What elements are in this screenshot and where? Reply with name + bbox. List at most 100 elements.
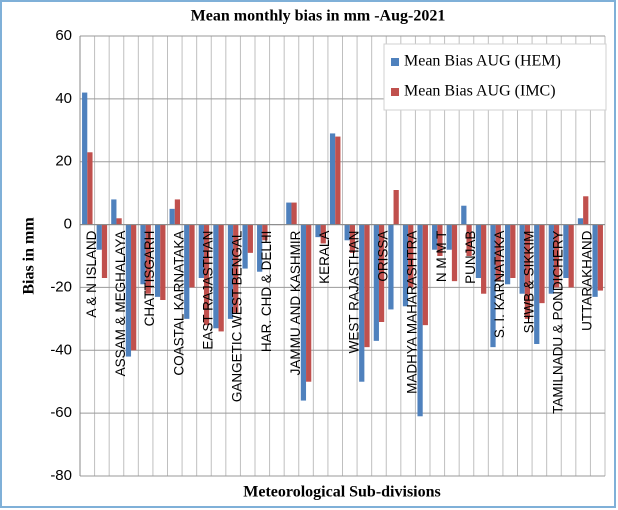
y-tick-label: -80 xyxy=(50,467,72,484)
bar xyxy=(300,224,307,401)
bar xyxy=(490,224,496,348)
bar xyxy=(291,202,297,225)
bar xyxy=(262,224,268,241)
legend: Mean Bias AUG (HEM) Mean Bias AUG (IMC) xyxy=(383,43,607,111)
bar xyxy=(563,224,569,278)
bar xyxy=(306,224,312,382)
x-tick-label: JAMMU AND KASHMIR xyxy=(288,230,303,375)
bar xyxy=(577,218,584,225)
y-axis-title: Bias in mm xyxy=(21,217,38,295)
bar xyxy=(349,224,356,253)
x-tick-label: UTTARAKHAND xyxy=(580,230,595,331)
bar xyxy=(495,224,501,282)
bar xyxy=(198,224,204,278)
bar xyxy=(359,224,365,382)
bar xyxy=(96,224,102,250)
bar xyxy=(378,224,385,322)
bar xyxy=(125,224,132,357)
y-tick-label: 40 xyxy=(55,90,72,107)
x-tick-label: GANGETIC WEST BENGAL xyxy=(230,230,245,402)
bar xyxy=(242,224,248,269)
y-tick-label: -60 xyxy=(50,404,72,421)
bar xyxy=(184,224,190,319)
bar xyxy=(519,224,525,294)
bar xyxy=(344,224,350,241)
bar xyxy=(116,218,122,225)
x-tick-label: ORISSA xyxy=(376,231,391,282)
bar xyxy=(213,224,219,329)
bar xyxy=(189,224,195,288)
legend-swatch xyxy=(391,88,399,96)
bar xyxy=(329,133,336,225)
bar xyxy=(583,196,589,225)
legend-label: Mean Bias AUG (HEM) xyxy=(404,53,561,70)
bar xyxy=(388,224,394,310)
bar xyxy=(481,224,487,294)
bar xyxy=(597,224,603,291)
y-tick-label: 20 xyxy=(55,153,72,170)
bar xyxy=(461,205,467,225)
bar xyxy=(402,224,409,307)
legend-label: Mean Bias AUG (IMC) xyxy=(404,83,556,100)
x-tick-label: S. I. KARNATAKA xyxy=(492,231,507,339)
legend-swatch xyxy=(391,58,399,66)
bar xyxy=(218,224,224,332)
bar xyxy=(451,224,458,282)
bar xyxy=(203,224,210,326)
bar xyxy=(87,152,93,225)
bar xyxy=(504,224,511,285)
x-tick-label: N M M T xyxy=(434,231,449,282)
bar xyxy=(227,224,234,319)
legend-box xyxy=(383,43,607,111)
bar xyxy=(592,224,598,297)
bar xyxy=(364,224,370,348)
bar xyxy=(131,224,137,351)
bar xyxy=(82,92,88,225)
bar xyxy=(568,224,574,288)
bar xyxy=(145,224,151,294)
x-axis-title: Meteorological Sub-divisions xyxy=(243,484,441,501)
bar xyxy=(160,224,166,300)
bar xyxy=(247,224,253,253)
bar xyxy=(169,208,175,225)
bar xyxy=(408,224,414,288)
x-tick-label: SHWB & SIKKIM xyxy=(521,231,536,334)
x-tick-label: EAST RAJASTHAN xyxy=(201,231,216,350)
bar xyxy=(111,199,117,225)
bar xyxy=(101,224,108,278)
bar xyxy=(233,224,239,313)
bar xyxy=(534,224,540,344)
y-tick-label: -40 xyxy=(50,341,72,358)
bar xyxy=(335,136,341,225)
bar xyxy=(140,224,146,285)
bar xyxy=(437,224,443,256)
bar xyxy=(553,224,560,288)
bar xyxy=(154,224,161,297)
bar xyxy=(510,224,516,278)
x-tick-label: PUNJAB xyxy=(463,231,478,284)
x-tick-label: COASTAL KARNATAKA xyxy=(171,231,186,376)
bar xyxy=(548,224,554,294)
x-tick-label: A & N ISLAND xyxy=(84,230,99,317)
bar xyxy=(417,224,423,417)
x-tick-label: HAR. CHD & DELHI xyxy=(259,231,274,353)
bar xyxy=(466,224,472,256)
bar xyxy=(373,224,379,341)
bar xyxy=(257,224,263,272)
bar xyxy=(539,224,545,304)
y-tick-label: -20 xyxy=(50,278,72,295)
x-tick-label: TAMILNADU & PONDICHERY xyxy=(551,231,566,414)
bar xyxy=(524,224,531,319)
y-tick-label: 0 xyxy=(64,216,72,233)
x-tick-label: MADHYA MAHARASHTRA xyxy=(405,231,420,394)
y-tick-label: 60 xyxy=(55,27,72,44)
bar xyxy=(286,202,292,225)
x-tick-label: ASSAM & MEGHALAYA xyxy=(113,231,128,377)
bar xyxy=(315,224,321,238)
x-tick-label: KERALA xyxy=(317,231,332,284)
bar xyxy=(432,224,438,250)
bar xyxy=(174,199,181,225)
x-tick-label: CHATTISGARH xyxy=(142,231,157,327)
bar xyxy=(475,224,482,278)
